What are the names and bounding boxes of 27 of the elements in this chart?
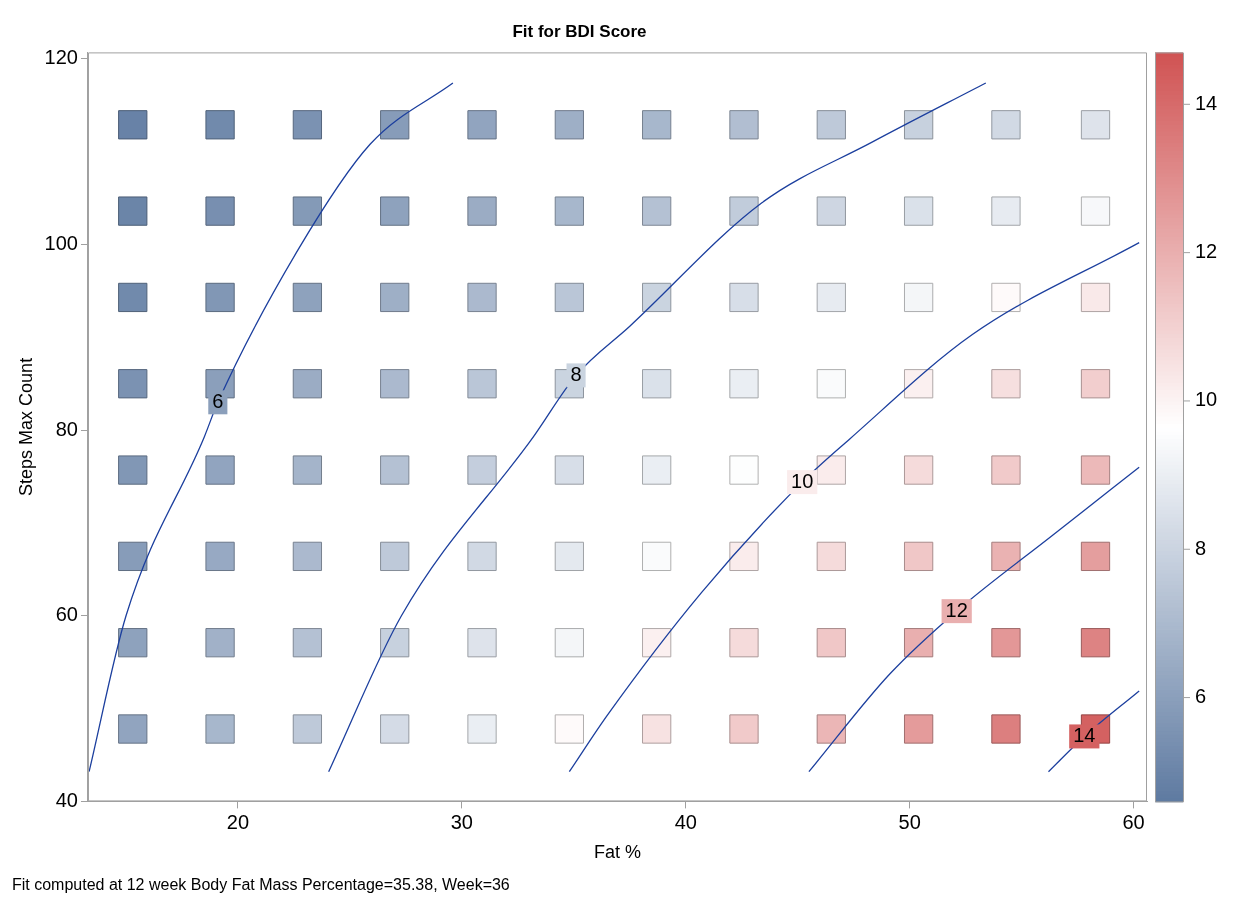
chart-title: Fit for BDI Score [512, 21, 647, 41]
color-bar-label: 8 [1195, 536, 1207, 559]
x-tick-label: 40 [674, 810, 697, 833]
y-tick-label: 60 [55, 603, 78, 626]
y-tick-label: 100 [44, 232, 78, 255]
annotation: 10 [791, 469, 814, 492]
line-series [88, 82, 454, 773]
color-bar-label: 10 [1195, 388, 1218, 411]
color-bar-label: 14 [1195, 91, 1218, 114]
line-series [568, 242, 1140, 773]
y-tick-label: 120 [44, 46, 78, 69]
color-bar-label: 6 [1195, 685, 1207, 708]
color-bar-label: 12 [1195, 240, 1218, 263]
annotation: 14 [1073, 723, 1096, 746]
y-tick-label: 40 [55, 788, 78, 811]
text: Fit computed at 12 week Body Fat Mass Percentage=35.38, Week=36 [12, 876, 510, 894]
annotation: 12 [945, 598, 968, 621]
line-series [328, 82, 987, 773]
y-tick-label: 80 [55, 417, 78, 440]
x-tick-label: 60 [1122, 810, 1145, 833]
x-tick-label: 20 [226, 810, 250, 833]
x-tick-label: 50 [898, 810, 921, 833]
x-axis-title: Fat % [593, 842, 641, 863]
annotation: 6 [212, 389, 224, 412]
annotation: 8 [570, 362, 582, 385]
y-axis-title: Steps Max Count [15, 357, 36, 496]
x-tick-label: 30 [450, 810, 473, 833]
